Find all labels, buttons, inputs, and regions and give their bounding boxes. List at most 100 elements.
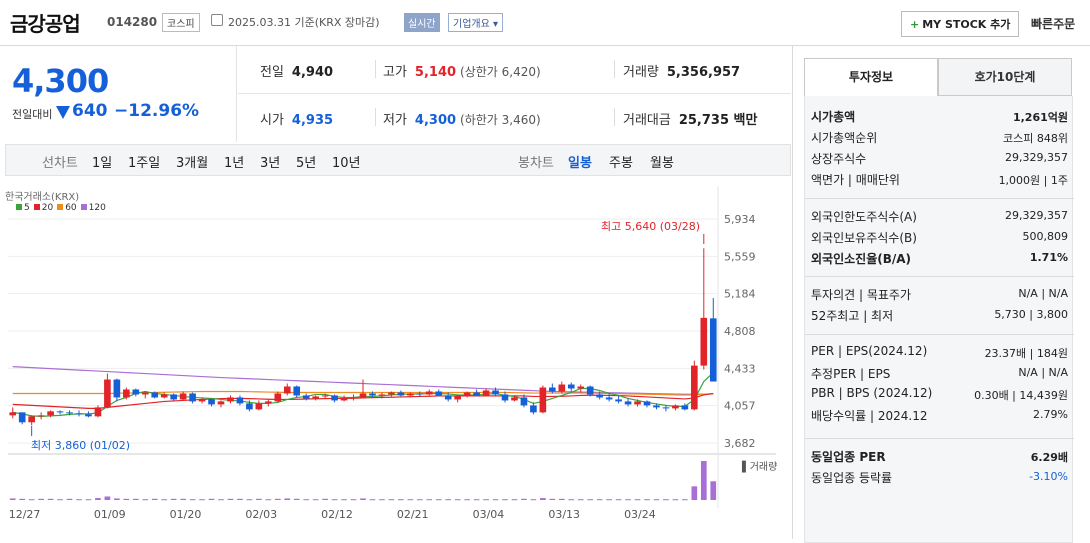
candle-body bbox=[104, 380, 111, 408]
volume-bar bbox=[398, 499, 404, 500]
candle-body bbox=[540, 387, 547, 412]
company-info-label: 기업개요 bbox=[453, 19, 490, 30]
candle-body bbox=[322, 395, 329, 396]
candle-body bbox=[227, 397, 234, 401]
volume-bar bbox=[284, 498, 290, 500]
group-divider bbox=[805, 334, 1074, 335]
tab-1week[interactable]: 1주일 bbox=[128, 152, 160, 171]
candle-body bbox=[426, 391, 433, 394]
volume-value: 5,356,957 bbox=[667, 65, 740, 80]
price-chart[interactable]: 5,934 5,559 5,184 4,808 4,433 4,057 3,682 ▌거래량 1… bbox=[0, 178, 792, 539]
candle-body bbox=[369, 393, 376, 395]
tab-daily[interactable]: 일봉 bbox=[568, 152, 592, 171]
volume-bar bbox=[625, 499, 631, 500]
info-value: 2.79% bbox=[1033, 408, 1068, 421]
candle-body bbox=[700, 318, 707, 366]
high-label: 고가 bbox=[383, 65, 407, 80]
volume-bar bbox=[247, 499, 253, 500]
legend-swatch-5 bbox=[16, 204, 22, 210]
mystock-add-button[interactable]: + MY STOCK 추가 bbox=[901, 11, 1019, 37]
candle-body bbox=[492, 390, 499, 394]
volume-bar bbox=[341, 499, 347, 500]
stock-name: 금강공업 bbox=[10, 8, 80, 37]
volume-bar bbox=[701, 461, 707, 500]
info-value: 코스피 848위 bbox=[1003, 130, 1068, 146]
candle-body bbox=[549, 387, 556, 391]
group-divider bbox=[805, 438, 1074, 439]
tab-3year[interactable]: 3년 bbox=[260, 152, 280, 171]
company-info-dropdown[interactable]: 기업개요 ▾ bbox=[448, 13, 503, 32]
candle-body bbox=[464, 392, 471, 396]
candle-body bbox=[293, 387, 300, 396]
candle-body bbox=[331, 395, 338, 400]
info-key: 상장주식수 bbox=[811, 150, 866, 167]
info-value: 1,261억원 bbox=[1013, 109, 1068, 125]
candle-body bbox=[587, 387, 594, 395]
candle-body bbox=[615, 399, 622, 401]
info-key: 외국인한도주식수(A) bbox=[811, 208, 917, 225]
volume-bar bbox=[549, 499, 555, 500]
candle-body bbox=[284, 387, 291, 394]
tab-monthly[interactable]: 월봉 bbox=[650, 152, 674, 171]
legend-label-5: 5 bbox=[24, 203, 30, 213]
volume-bar bbox=[351, 499, 357, 500]
candle-body bbox=[502, 394, 509, 400]
candle-body bbox=[568, 385, 575, 389]
candlestick-chart[interactable]: 5,934 5,559 5,184 4,808 4,433 4,057 3,682 ▌거래량 1… bbox=[0, 178, 792, 539]
info-value: N/A | N/A bbox=[1018, 287, 1068, 300]
info-value: 500,809 bbox=[1023, 230, 1069, 243]
tab-5year[interactable]: 5년 bbox=[296, 152, 316, 171]
prev-close: 전일 4,940 bbox=[260, 61, 333, 80]
tab-weekly[interactable]: 주봉 bbox=[609, 152, 633, 171]
candle-body bbox=[19, 412, 26, 422]
candle-body bbox=[38, 415, 45, 416]
realtime-button[interactable]: 실시간 bbox=[404, 13, 440, 32]
volume-bar bbox=[417, 499, 423, 500]
low-price: 저가 4,300 (하한가 3,460) bbox=[383, 109, 541, 128]
stock-code: 014280 bbox=[107, 15, 157, 29]
candle-body bbox=[511, 397, 518, 400]
volume-bar bbox=[445, 499, 451, 500]
info-row: 외국인보유주식수(B) 500,809 bbox=[811, 227, 1068, 248]
candle-body bbox=[398, 392, 405, 395]
volume-bar bbox=[294, 499, 300, 500]
candle-body bbox=[691, 366, 698, 410]
info-key: PER | EPS(2024.12) bbox=[811, 344, 927, 358]
info-value: 0.30배 | 14,439원 bbox=[974, 387, 1068, 403]
volume-bar bbox=[105, 496, 111, 500]
info-key: PBR | BPS (2024.12) bbox=[811, 386, 932, 400]
candle-body bbox=[114, 380, 121, 398]
diff-value: 640 bbox=[72, 101, 108, 121]
info-row: 배당수익률 | 2024.12 2.79% bbox=[811, 405, 1068, 426]
line-chart-label: 선차트 bbox=[42, 152, 78, 171]
info-row: 액면가 | 매매단위 1,000원 | 1주 bbox=[811, 169, 1068, 190]
divider bbox=[614, 108, 615, 126]
info-row: 시가총액순위 코스피 848위 bbox=[811, 127, 1068, 148]
tab-3month[interactable]: 3개월 bbox=[176, 152, 208, 171]
info-key: 외국인보유주식수(B) bbox=[811, 229, 917, 246]
y-tick-label: 5,934 bbox=[724, 213, 756, 226]
quick-order-link[interactable]: 빠른주문 bbox=[1031, 15, 1075, 32]
legend-label-120: 120 bbox=[89, 203, 106, 213]
tab-1day[interactable]: 1일 bbox=[92, 152, 112, 171]
legend-swatch-120 bbox=[81, 204, 87, 210]
volume-bar bbox=[95, 498, 101, 500]
volume-bar bbox=[199, 499, 205, 500]
volume-bar bbox=[332, 499, 338, 500]
invest-info-panel: 투자정보 호가10단계 시가총액 1,261억원 시가총액순위 코스피 848위 상장주… bbox=[792, 46, 1090, 539]
tab-invest-info[interactable]: 투자정보 bbox=[804, 58, 938, 96]
volume-bar bbox=[587, 499, 593, 500]
y-tick-label: 3,682 bbox=[724, 437, 756, 450]
candle-body bbox=[28, 416, 35, 422]
tab-orderbook[interactable]: 호가10단계 bbox=[938, 58, 1072, 96]
divider bbox=[375, 60, 376, 78]
volume-bar bbox=[644, 499, 650, 500]
tab-1year[interactable]: 1년 bbox=[224, 152, 244, 171]
divider bbox=[614, 60, 615, 78]
candle-body bbox=[445, 395, 452, 399]
info-key: 동일업종 PER bbox=[811, 448, 886, 465]
x-tick-label: 01/09 bbox=[94, 508, 126, 521]
y-tick-label: 5,559 bbox=[724, 250, 756, 263]
tab-10year[interactable]: 10년 bbox=[332, 152, 361, 171]
candle-body bbox=[66, 412, 73, 413]
